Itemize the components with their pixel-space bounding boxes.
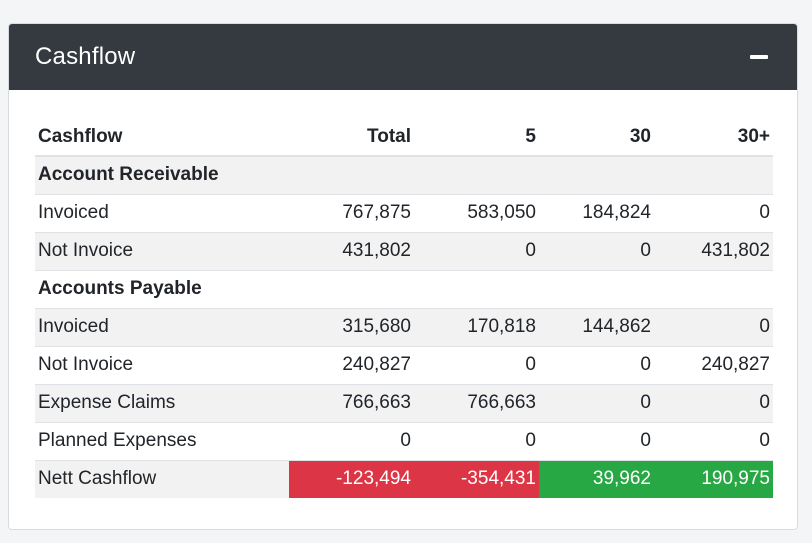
cell-5: 0	[414, 345, 539, 384]
cell-30: 0	[539, 231, 654, 270]
cell-5: 170,818	[414, 307, 539, 346]
cell-30-plus: 0	[654, 421, 773, 460]
cell-5: 0	[414, 421, 539, 460]
cell-total: 240,827	[289, 345, 414, 384]
section-label: Accounts Payable	[35, 269, 289, 308]
cell-30: 184,824	[539, 193, 654, 232]
cell-total: 431,802	[289, 231, 414, 270]
column-header-cashflow: Cashflow	[35, 118, 289, 157]
cell-30: 0	[539, 421, 654, 460]
row-label: Not Invoice	[35, 345, 289, 384]
section-row-accounts-payable: Accounts Payable	[35, 269, 773, 308]
cell-30: 0	[539, 345, 654, 384]
card-header: Cashflow	[9, 24, 797, 90]
card-body: Cashflow Total 5 30 30+ Account Receivab…	[9, 90, 797, 498]
cell-5: 0	[414, 231, 539, 270]
cell-30-plus: 0	[654, 307, 773, 346]
section-label: Account Receivable	[35, 155, 289, 194]
cell-30-plus: 240,827	[654, 345, 773, 384]
row-label: Not Invoice	[35, 231, 289, 270]
table-row-nett-cashflow: Nett Cashflow -123,494 -354,431 39,962 1…	[35, 459, 773, 498]
cell-30: 144,862	[539, 307, 654, 346]
cell-30-positive: 39,962	[539, 459, 654, 498]
row-label: Invoiced	[35, 307, 289, 346]
cell-total: 766,663	[289, 383, 414, 422]
table-row-ap-not-invoice: Not Invoice 240,827 0 0 240,827	[35, 345, 773, 384]
cashflow-card: Cashflow Cashflow Total 5 30 30+ Account	[8, 23, 798, 530]
column-header-30-plus: 30+	[654, 118, 773, 157]
column-header-5: 5	[414, 118, 539, 157]
table-row-ar-not-invoice: Not Invoice 431,802 0 0 431,802	[35, 231, 773, 270]
row-label: Planned Expenses	[35, 421, 289, 460]
section-row-account-receivable: Account Receivable	[35, 155, 773, 194]
cell-5: 766,663	[414, 383, 539, 422]
cell-30-plus: 431,802	[654, 231, 773, 270]
cell-total: 767,875	[289, 193, 414, 232]
column-header-total: Total	[289, 118, 414, 157]
cell-total-negative: -123,494	[289, 459, 414, 498]
table-row-planned-expenses: Planned Expenses 0 0 0 0	[35, 421, 773, 460]
minus-icon[interactable]	[750, 55, 768, 59]
cell-30-plus: 0	[654, 193, 773, 232]
cell-30: 0	[539, 383, 654, 422]
row-label: Nett Cashflow	[35, 459, 289, 498]
cell-5: 583,050	[414, 193, 539, 232]
table-row-ap-invoiced: Invoiced 315,680 170,818 144,862 0	[35, 307, 773, 346]
collapse-button[interactable]	[749, 47, 769, 67]
row-label: Expense Claims	[35, 383, 289, 422]
table-header-row: Cashflow Total 5 30 30+	[35, 118, 773, 157]
cell-total: 0	[289, 421, 414, 460]
card-title: Cashflow	[35, 43, 136, 70]
cell-30-plus: 0	[654, 383, 773, 422]
cell-30-plus-positive: 190,975	[654, 459, 773, 498]
row-label: Invoiced	[35, 193, 289, 232]
column-header-30: 30	[539, 118, 654, 157]
cashflow-table: Cashflow Total 5 30 30+ Account Receivab…	[35, 118, 773, 498]
cell-5-negative: -354,431	[414, 459, 539, 498]
table-row-ar-invoiced: Invoiced 767,875 583,050 184,824 0	[35, 193, 773, 232]
table-row-expense-claims: Expense Claims 766,663 766,663 0 0	[35, 383, 773, 422]
cell-total: 315,680	[289, 307, 414, 346]
